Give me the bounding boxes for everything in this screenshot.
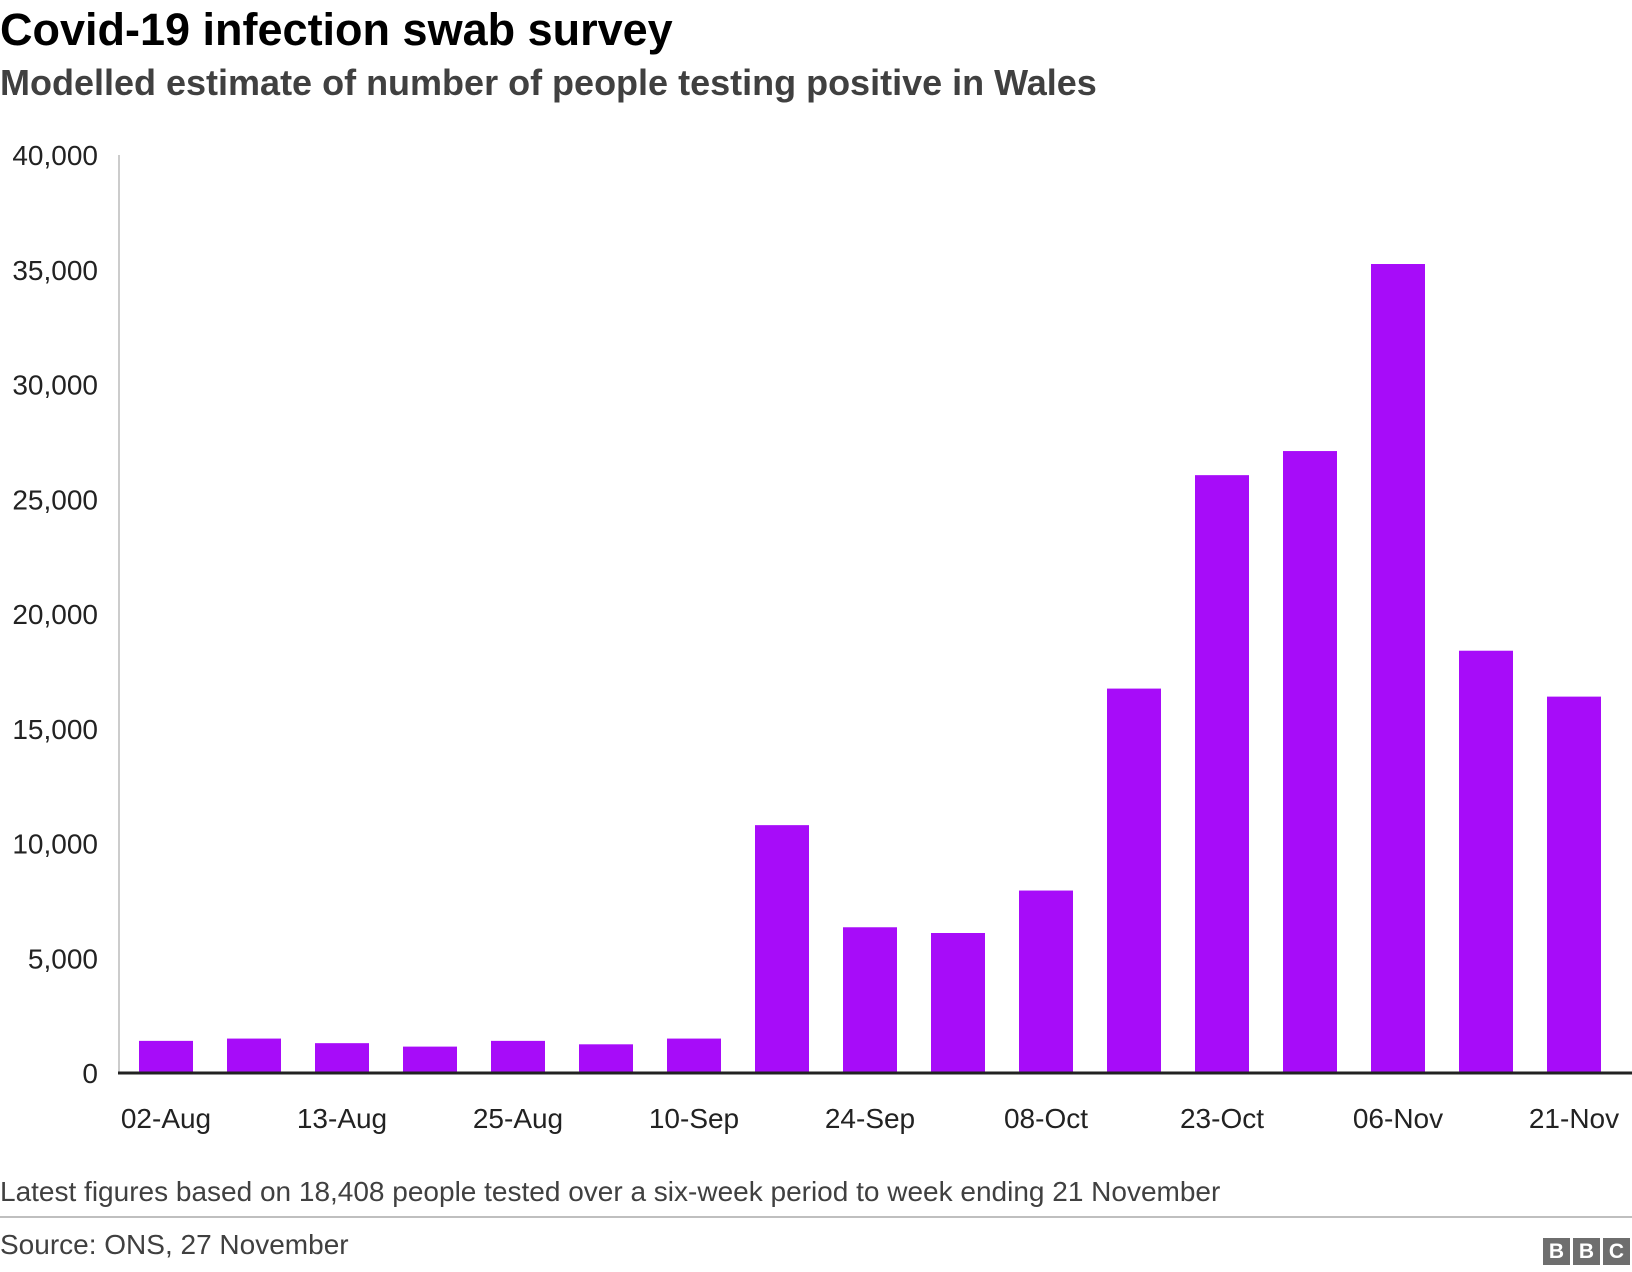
bars bbox=[139, 264, 1601, 1074]
bar bbox=[491, 1040, 545, 1073]
x-tick-label: 10-Sep bbox=[649, 1103, 739, 1134]
y-tick-label: 5,000 bbox=[28, 943, 98, 974]
x-tick-label: 25-Aug bbox=[473, 1103, 563, 1134]
bbc-logo-block-1: B bbox=[1543, 1238, 1570, 1265]
y-tick-label: 0 bbox=[82, 1058, 98, 1089]
bar bbox=[1283, 451, 1337, 1073]
bar bbox=[139, 1040, 193, 1073]
x-tick-label: 21-Nov bbox=[1529, 1103, 1619, 1134]
x-tick-label: 24-Sep bbox=[825, 1103, 915, 1134]
bar bbox=[931, 933, 985, 1073]
x-tick-label: 06-Nov bbox=[1353, 1103, 1443, 1134]
y-tick-label: 30,000 bbox=[12, 370, 98, 401]
bar bbox=[227, 1038, 281, 1073]
x-tick-label: 08-Oct bbox=[1004, 1103, 1088, 1134]
x-axis-labels: 02-Aug 13-Aug 25-Aug 10-Sep 24-Sep 08-Oct 23-O… bbox=[121, 1103, 1619, 1134]
bar-chart: 0 5,000 10,000 15,000 20,000 25,000 30,000 35,0… bbox=[12, 140, 1632, 1134]
footnote: Latest figures based on 18,408 people te… bbox=[0, 1176, 1221, 1207]
bar bbox=[1107, 688, 1161, 1073]
y-tick-label: 10,000 bbox=[12, 829, 98, 860]
bar bbox=[1371, 264, 1425, 1073]
bar bbox=[1459, 650, 1513, 1073]
y-tick-label: 35,000 bbox=[12, 255, 98, 286]
source-note: Source: ONS, 27 November bbox=[0, 1229, 349, 1260]
footer-divider bbox=[0, 1216, 1632, 1218]
bar bbox=[315, 1043, 369, 1073]
y-tick-label: 25,000 bbox=[12, 484, 98, 515]
bbc-logo: B B C bbox=[1543, 1238, 1630, 1265]
y-tick-label: 20,000 bbox=[12, 599, 98, 630]
bar bbox=[403, 1046, 457, 1073]
y-axis-labels: 0 5,000 10,000 15,000 20,000 25,000 30,000 35,0… bbox=[12, 140, 98, 1089]
x-tick-label: 13-Aug bbox=[297, 1103, 387, 1134]
bar bbox=[667, 1038, 721, 1073]
x-tick-label: 02-Aug bbox=[121, 1103, 211, 1134]
y-tick-label: 15,000 bbox=[12, 714, 98, 745]
bar bbox=[755, 825, 809, 1073]
bar bbox=[1547, 696, 1601, 1073]
x-tick-label: 23-Oct bbox=[1180, 1103, 1264, 1134]
chart-subtitle: Modelled estimate of number of people te… bbox=[0, 62, 1097, 103]
bbc-logo-block-3: C bbox=[1603, 1238, 1630, 1265]
y-tick-label: 40,000 bbox=[12, 140, 98, 171]
bar bbox=[1019, 890, 1073, 1073]
bar bbox=[1195, 475, 1249, 1074]
bar bbox=[843, 927, 897, 1073]
bar bbox=[579, 1044, 633, 1073]
bbc-logo-block-2: B bbox=[1573, 1238, 1600, 1265]
chart-title: Covid-19 infection swab survey bbox=[0, 4, 673, 55]
